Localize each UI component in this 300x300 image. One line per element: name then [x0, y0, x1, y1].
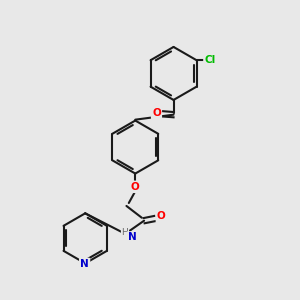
Text: O: O [131, 182, 140, 192]
Text: O: O [152, 108, 161, 118]
Text: H: H [122, 228, 128, 237]
Text: O: O [157, 211, 166, 221]
Text: N: N [80, 259, 89, 269]
Text: Cl: Cl [204, 55, 216, 65]
Text: N: N [128, 232, 137, 242]
